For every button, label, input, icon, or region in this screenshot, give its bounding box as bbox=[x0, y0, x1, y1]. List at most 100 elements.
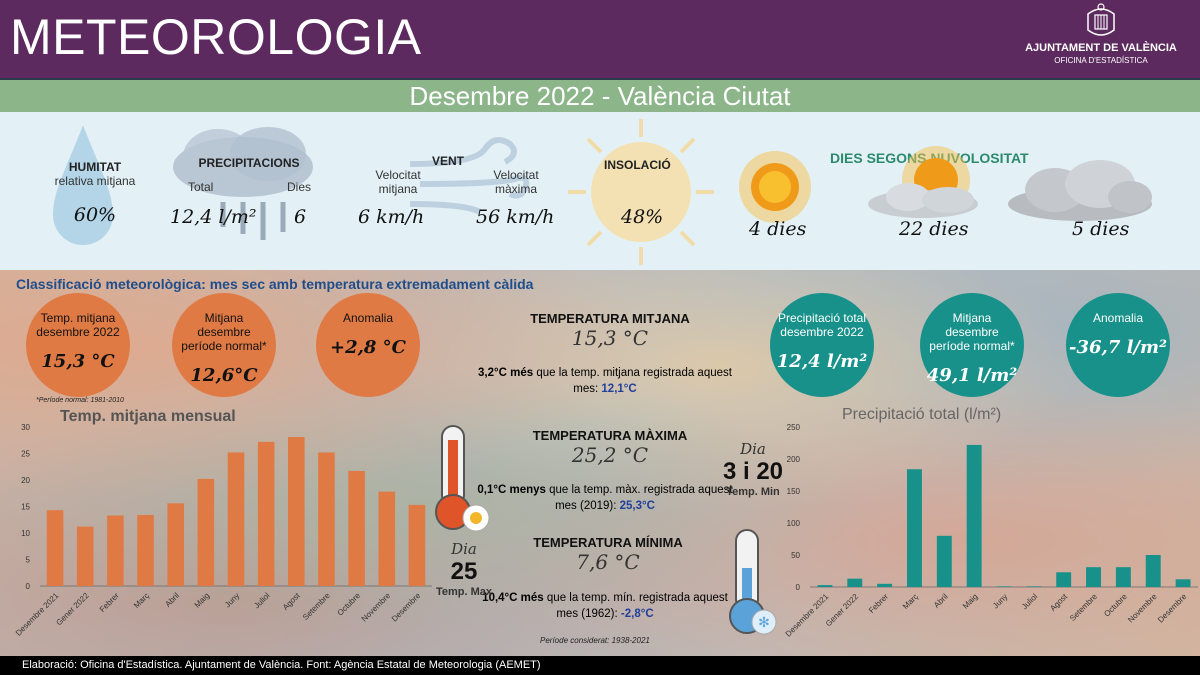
temp-anomaly-circle: Anomalia +2,8 °C bbox=[316, 293, 420, 397]
y-tick-label: 10 bbox=[21, 529, 30, 538]
min-day-label: Dia bbox=[740, 440, 766, 458]
note-text: que la temp. màx. registrada aquest mes … bbox=[549, 484, 733, 512]
note-record: 12,1°C bbox=[601, 383, 637, 395]
x-tick-label: Març bbox=[901, 592, 920, 611]
wind-head: VENT bbox=[432, 154, 465, 168]
min-temp-value: 7,6 °C bbox=[576, 550, 640, 574]
note-record: 25,3°C bbox=[619, 500, 655, 512]
bar bbox=[996, 586, 1012, 587]
min-day-value: 3 i 20 bbox=[722, 458, 784, 485]
y-tick-label: 100 bbox=[787, 519, 801, 528]
period-note: Període considerat: 1938-2021 bbox=[540, 636, 650, 645]
note-text: que la temp. mín. registrada aquest mes … bbox=[546, 592, 728, 620]
x-tick-label: Gener 2022 bbox=[824, 592, 861, 629]
precip-chart-title: Precipitació total (l/m²) bbox=[842, 406, 1002, 423]
avg-temp-head: TEMPERATURA MITJANA bbox=[530, 311, 690, 326]
circle-value: 12,4 l/m² bbox=[776, 351, 868, 372]
bar bbox=[1175, 579, 1191, 587]
note-number: 10,4°C bbox=[482, 592, 518, 604]
x-tick-label: Abril bbox=[163, 591, 181, 609]
bar bbox=[378, 491, 396, 586]
x-tick-label: Juny bbox=[223, 591, 241, 609]
y-tick-label: 20 bbox=[21, 476, 30, 485]
x-tick-label: Febrer bbox=[867, 592, 890, 615]
bar bbox=[847, 578, 863, 587]
x-tick-label: Febrer bbox=[98, 591, 121, 614]
circle-value: +2,8 °C bbox=[330, 337, 406, 358]
bar bbox=[907, 469, 922, 587]
bar bbox=[318, 452, 335, 586]
water-drop-icon bbox=[53, 125, 113, 245]
bar bbox=[408, 504, 426, 586]
header-bar: METEOROLOGIA AJUNTAMENT DE VALÈNCIA OFIC… bbox=[0, 0, 1200, 78]
min-temp-head: TEMPERATURA MÍNIMA bbox=[533, 535, 683, 550]
x-tick-label: Març bbox=[132, 591, 151, 610]
max-temp-block: TEMPERATURA MÀXIMA 25,2 °C bbox=[480, 428, 740, 467]
humidity-head: HUMITAT bbox=[68, 160, 122, 174]
x-tick-label: Setembre bbox=[301, 591, 332, 622]
circle-label: Mitjana desembre període normal* bbox=[929, 311, 1015, 353]
precip-normal-circle: Mitjana desembre període normal* 49,1 l/… bbox=[920, 293, 1024, 397]
y-tick-label: 0 bbox=[26, 582, 31, 591]
note-record: -2,8°C bbox=[620, 608, 654, 620]
insolation-value: 48% bbox=[621, 206, 664, 228]
precip-total-value: 12,4 l/m² bbox=[170, 206, 257, 228]
wind-icon bbox=[409, 137, 530, 215]
bar bbox=[1115, 567, 1131, 587]
note-number: 3,2°C bbox=[478, 367, 507, 379]
bar bbox=[348, 470, 365, 586]
rain-cloud-icon bbox=[173, 127, 313, 240]
note-direction: més bbox=[510, 367, 534, 379]
x-tick-label: Gener 2022 bbox=[54, 591, 91, 628]
wind-max-value: 56 km/h bbox=[476, 206, 555, 228]
precip-total-label: Total bbox=[188, 180, 214, 194]
circle-value: 15,3 °C bbox=[41, 351, 115, 372]
min-temp-block: TEMPERATURA MÍNIMA 7,6 °C bbox=[478, 535, 738, 574]
bar bbox=[817, 585, 833, 587]
max-temp-note: 0,1°C menys que la temp. màx. registrada… bbox=[470, 482, 740, 514]
note-number: 0,1°C bbox=[477, 484, 507, 496]
temp-avg-circle: Temp. mitjana desembre 2022 15,3 °C bbox=[26, 293, 130, 397]
max-day-sub: Temp. Max bbox=[435, 586, 493, 598]
avg-temp-block: TEMPERATURA MITJANA 15,3 °C bbox=[480, 311, 740, 350]
sun-outline-icon bbox=[568, 119, 714, 265]
x-tick-label: Octubre bbox=[1102, 592, 1129, 619]
max-temp-head: TEMPERATURA MÀXIMA bbox=[532, 428, 688, 443]
x-tick-label: Novembre bbox=[1126, 592, 1159, 625]
wind-max-label: Velocitat màxima bbox=[493, 168, 539, 196]
precip-total-circle: Precipitació total desembre 2022 12,4 l/… bbox=[770, 293, 874, 397]
x-tick-label: Juny bbox=[991, 592, 1009, 610]
x-tick-label: Octubre bbox=[336, 591, 363, 618]
x-tick-label: Novembre bbox=[360, 591, 393, 624]
crest-icon bbox=[1087, 3, 1115, 36]
bar bbox=[1056, 572, 1072, 587]
humidity-value: 60% bbox=[73, 204, 117, 226]
classification-text: Classificació meteorològica: mes sec amb… bbox=[16, 276, 534, 292]
max-day-label: Dia bbox=[451, 540, 477, 558]
bar bbox=[1026, 586, 1042, 587]
cloudy-days-value: 5 dies bbox=[1072, 218, 1130, 240]
x-tick-label: Abril bbox=[932, 592, 950, 610]
circle-label: Mitjana desembre període normal* bbox=[181, 311, 267, 353]
y-tick-label: 150 bbox=[787, 487, 801, 496]
x-tick-label: Agost bbox=[281, 591, 302, 612]
bar bbox=[46, 510, 64, 586]
precip-days-value: 6 bbox=[294, 206, 307, 228]
sun-icon bbox=[739, 151, 811, 223]
page-title: METEOROLOGIA bbox=[10, 9, 422, 65]
bar bbox=[1086, 567, 1101, 587]
org-sub: OFICINA D'ESTADÍSTICA bbox=[1054, 56, 1148, 65]
circle-label: Temp. mitjana desembre 2022 bbox=[36, 311, 120, 339]
bar bbox=[966, 444, 982, 587]
y-tick-label: 30 bbox=[21, 423, 30, 432]
precip-days-label: Dies bbox=[287, 180, 312, 194]
x-tick-label: Agost bbox=[1048, 592, 1069, 613]
min-day-sub: Temp. Min bbox=[726, 486, 780, 498]
max-day-value: 25 bbox=[450, 558, 478, 585]
precip-anomaly-circle: Anomalia -36,7 l/m² bbox=[1066, 293, 1170, 397]
bar bbox=[877, 583, 893, 587]
bar bbox=[936, 535, 952, 587]
circle-value: 49,1 l/m² bbox=[926, 365, 1018, 386]
